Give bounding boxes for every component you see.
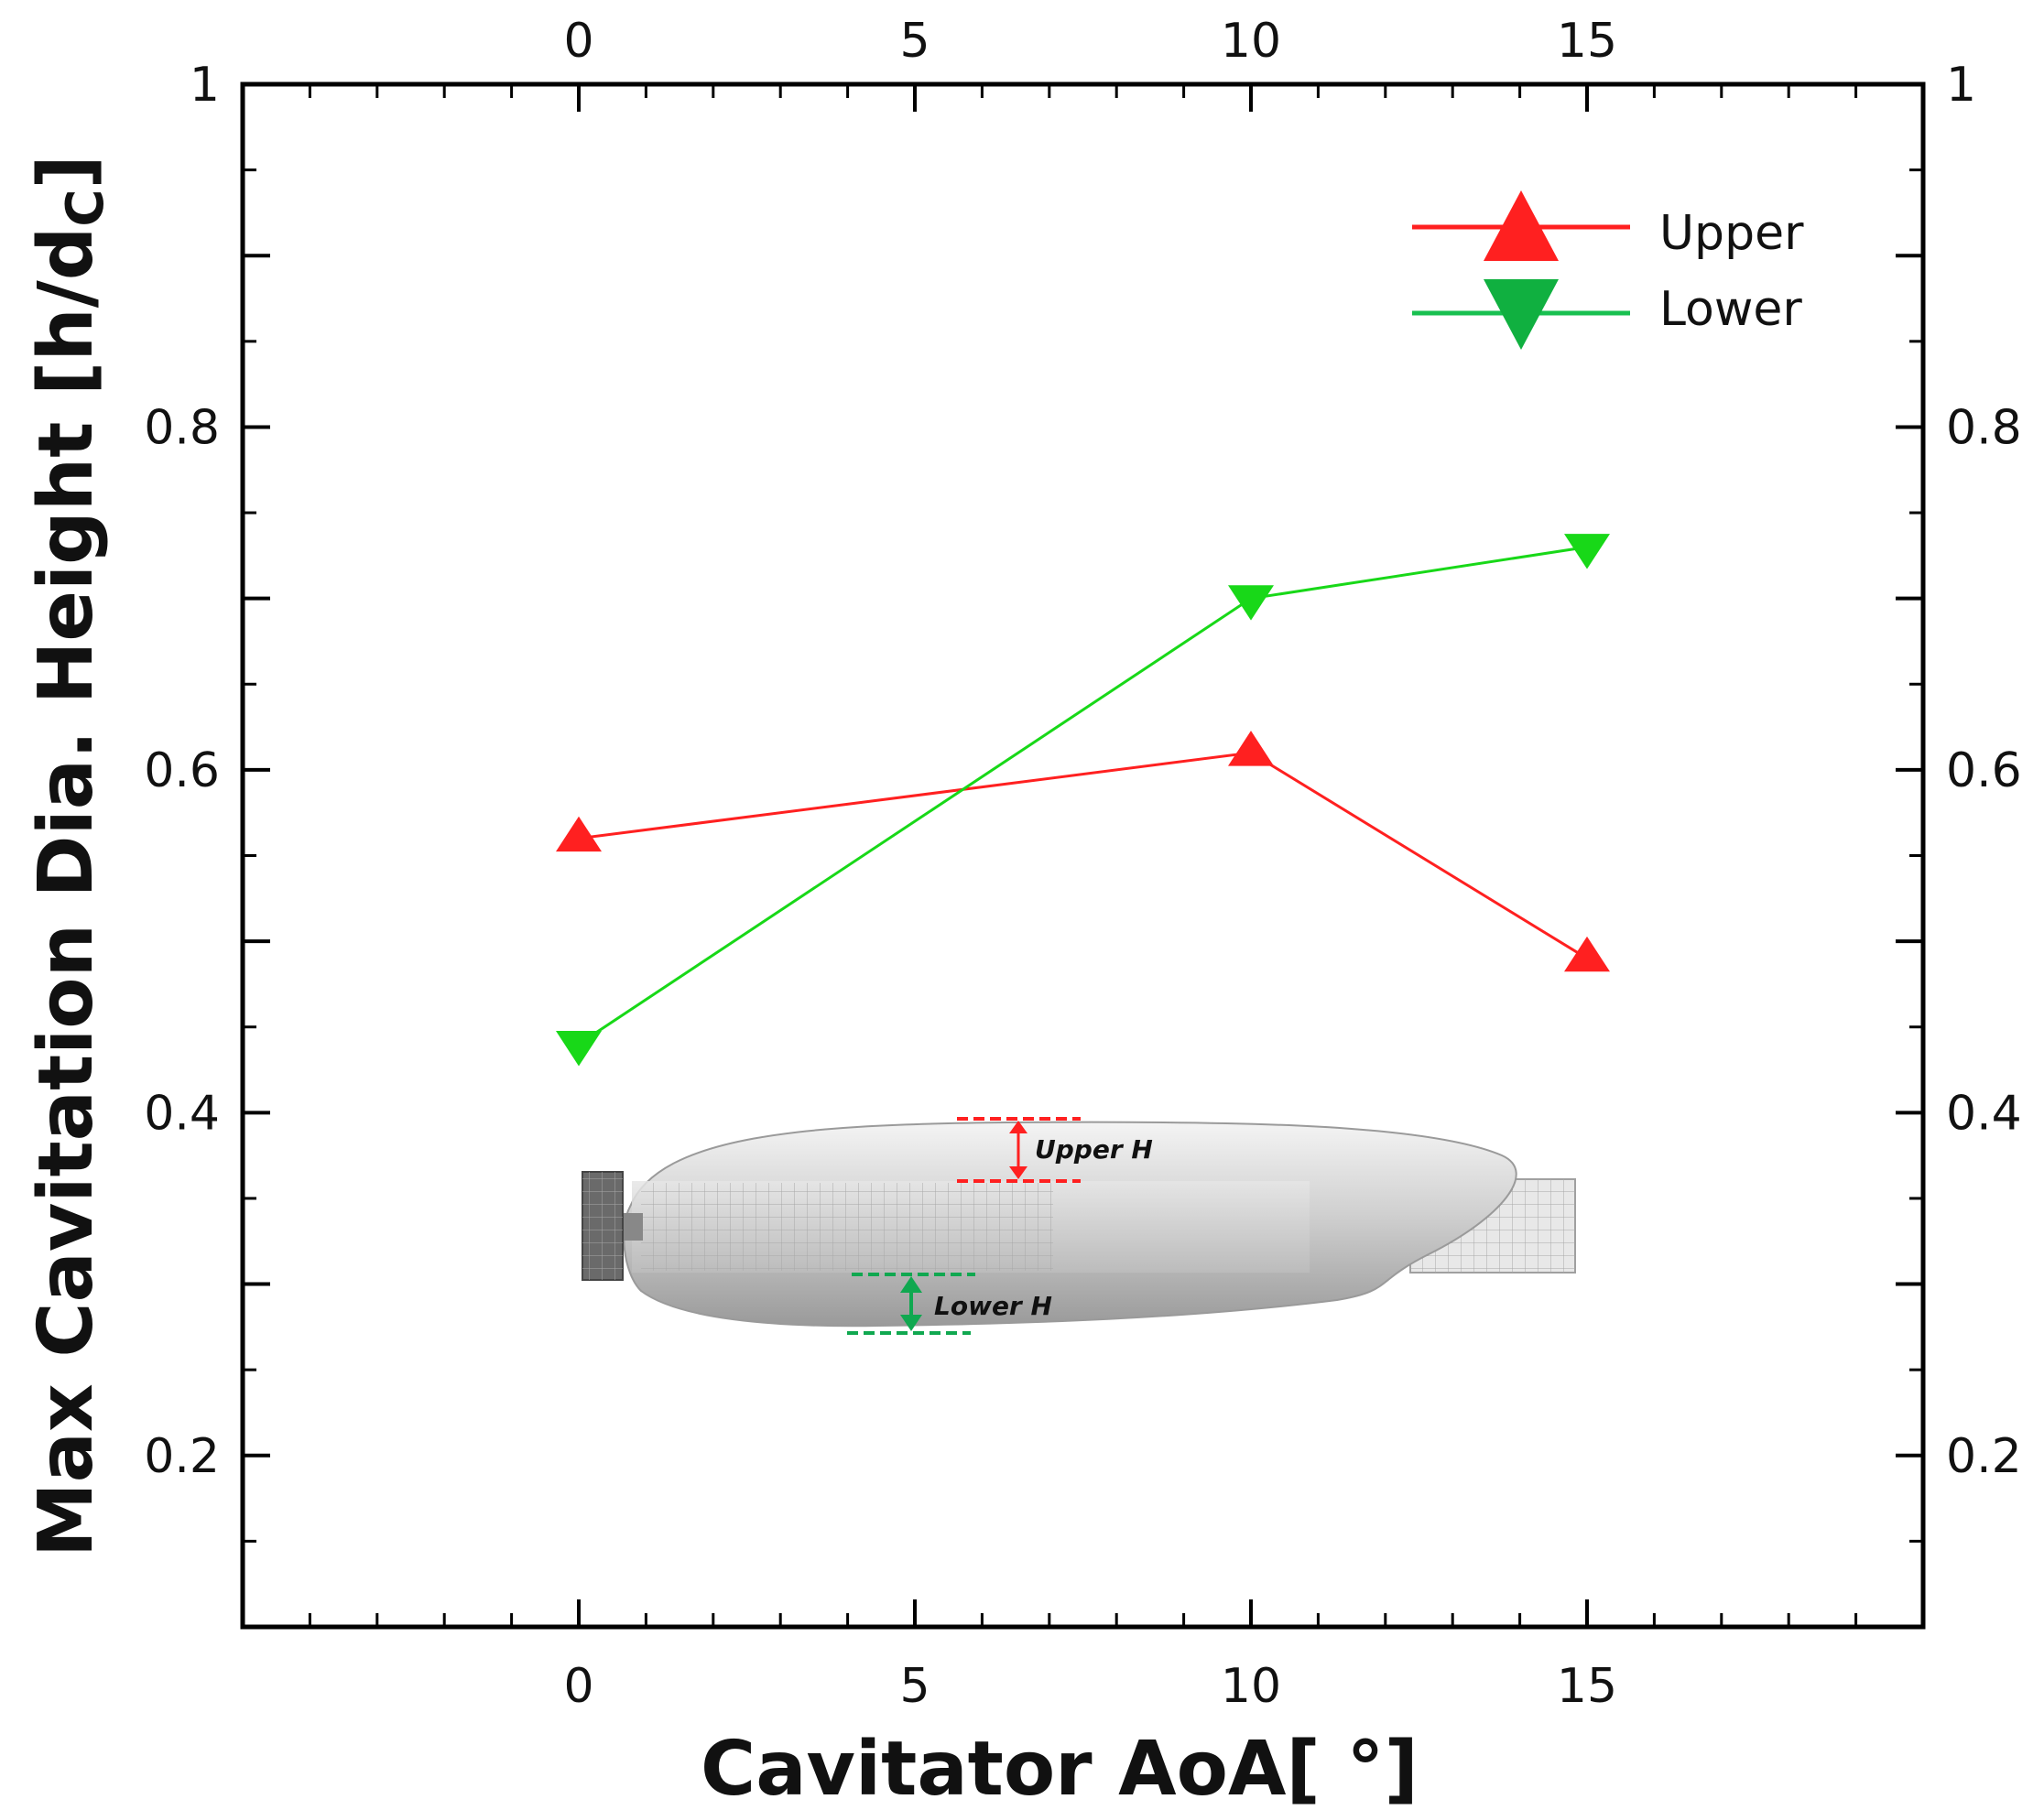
data-point-lower (556, 1031, 602, 1067)
body-mesh-grid (641, 1183, 1053, 1271)
y-tick-label-left: 0.6 (144, 743, 220, 798)
x-tick-label-bottom: 15 (1557, 1659, 1617, 1714)
cavity-inset-illustration: Upper H Lower H (582, 1117, 1576, 1335)
cavitator-disk-grid (582, 1172, 623, 1280)
series-line-lower (578, 546, 1588, 1046)
lower-h-arrow-down-icon (900, 1315, 922, 1331)
legend-upper-label: Upper (1659, 206, 1804, 261)
x-tick-label-bottom: 5 (899, 1659, 930, 1714)
legend-upper-triangle-up-icon (1484, 190, 1559, 261)
legend-lower-triangle-down-icon (1484, 279, 1559, 350)
x-tick-label-top: 0 (563, 14, 593, 69)
legend: Upper Lower (1412, 190, 1804, 350)
x-tick-label-top: 5 (899, 14, 930, 69)
y-tick-label-right: 1 (1946, 58, 1976, 113)
y-tick-label-right: 0.8 (1946, 400, 2022, 455)
data-series (556, 534, 1610, 1067)
upper-h-label: Upper H (1035, 1134, 1153, 1165)
y-tick-label-left: 0.2 (144, 1429, 220, 1484)
x-tick-label-top: 10 (1221, 14, 1281, 69)
upper-h-arrow-up-icon (1009, 1121, 1027, 1133)
data-point-upper (1564, 936, 1610, 972)
data-point-upper (556, 816, 602, 852)
series-line-upper (578, 751, 1588, 960)
x-axis-title: Cavitator AoA[ °] (701, 1726, 1419, 1810)
y-tick-label-right: 0.4 (1946, 1086, 2022, 1141)
data-point-upper (1228, 731, 1274, 766)
x-tick-label-top: 15 (1557, 14, 1617, 69)
y-axis-title: Max Cavitation Dia. Height [h/dC] (23, 155, 115, 1557)
y-tick-label-right: 0.6 (1946, 743, 2022, 798)
upper-h-arrow-down-icon (1009, 1166, 1027, 1179)
y-tick-label-left: 0.8 (144, 400, 220, 455)
lower-h-label: Lower H (934, 1291, 1052, 1321)
y-axis-title-subscript: C (56, 189, 115, 226)
data-point-lower (1564, 534, 1610, 569)
y-tick-label-right: 0.2 (1946, 1429, 2022, 1484)
plot-frame (240, 81, 1926, 1630)
y-axis-title-close: ] (23, 155, 110, 189)
y-tick-label-left: 1 (190, 58, 220, 113)
y-tick-label-left: 0.4 (144, 1086, 220, 1141)
x-tick-label-bottom: 10 (1221, 1659, 1281, 1714)
axis-tick-labels: 0 0 5 5 10 10 15 15 0.2 0.2 0.4 0.4 0.6 0.6 0.8 0.8 1 1 (144, 14, 2021, 1714)
y-axis-title-main: Max Cavitation Dia. Height [h/d (23, 227, 110, 1557)
x-tick-label-bottom: 0 (563, 1659, 593, 1714)
lower-h-arrow-up-icon (900, 1276, 922, 1293)
cavitator-stub (623, 1213, 643, 1241)
data-point-lower (1228, 585, 1274, 621)
legend-lower-label: Lower (1659, 282, 1802, 337)
